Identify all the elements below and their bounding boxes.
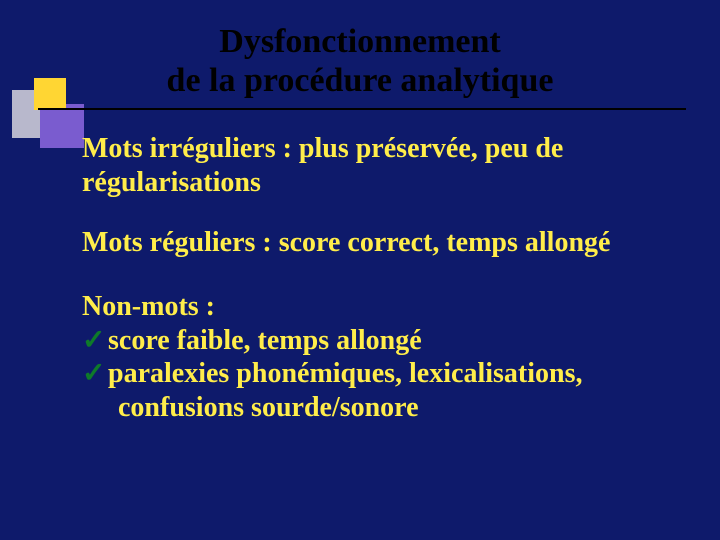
- body-line: régularisations: [82, 166, 680, 200]
- title-underline: [38, 108, 686, 110]
- body-line: ✓score faible, temps allongé: [82, 324, 680, 358]
- check-icon: ✓: [82, 357, 108, 391]
- slide-title: Dysfonctionnementde la procédure analyti…: [0, 22, 720, 100]
- body-section: Mots réguliers : score correct, temps al…: [82, 226, 680, 260]
- line-text: score faible, temps allongé: [108, 325, 422, 356]
- line-text: confusions sourde/sonore: [118, 392, 419, 423]
- body-section: Non-mots :✓score faible, temps allongé✓p…: [82, 290, 680, 424]
- line-text: Mots irréguliers : plus préservée, peu d…: [82, 133, 563, 164]
- title-line: Dysfonctionnement: [0, 22, 720, 61]
- body-line: Non-mots :: [82, 290, 680, 324]
- check-icon: ✓: [82, 324, 108, 358]
- body-line: Mots réguliers : score correct, temps al…: [82, 226, 680, 260]
- body-line: ✓paralexies phonémiques, lexicalisations…: [82, 357, 680, 391]
- title-line: de la procédure analytique: [0, 61, 720, 100]
- line-text: Mots réguliers : score correct, temps al…: [82, 227, 610, 258]
- line-text: Non-mots :: [82, 291, 215, 322]
- body-line: Mots irréguliers : plus préservée, peu d…: [82, 132, 680, 166]
- slide: Dysfonctionnementde la procédure analyti…: [0, 0, 720, 540]
- body-section: Mots irréguliers : plus préservée, peu d…: [82, 132, 680, 199]
- line-text: régularisations: [82, 167, 261, 198]
- line-text: paralexies phonémiques, lexicalisations,: [108, 358, 582, 389]
- deco-square: [40, 104, 84, 148]
- body-line: confusions sourde/sonore: [82, 391, 680, 425]
